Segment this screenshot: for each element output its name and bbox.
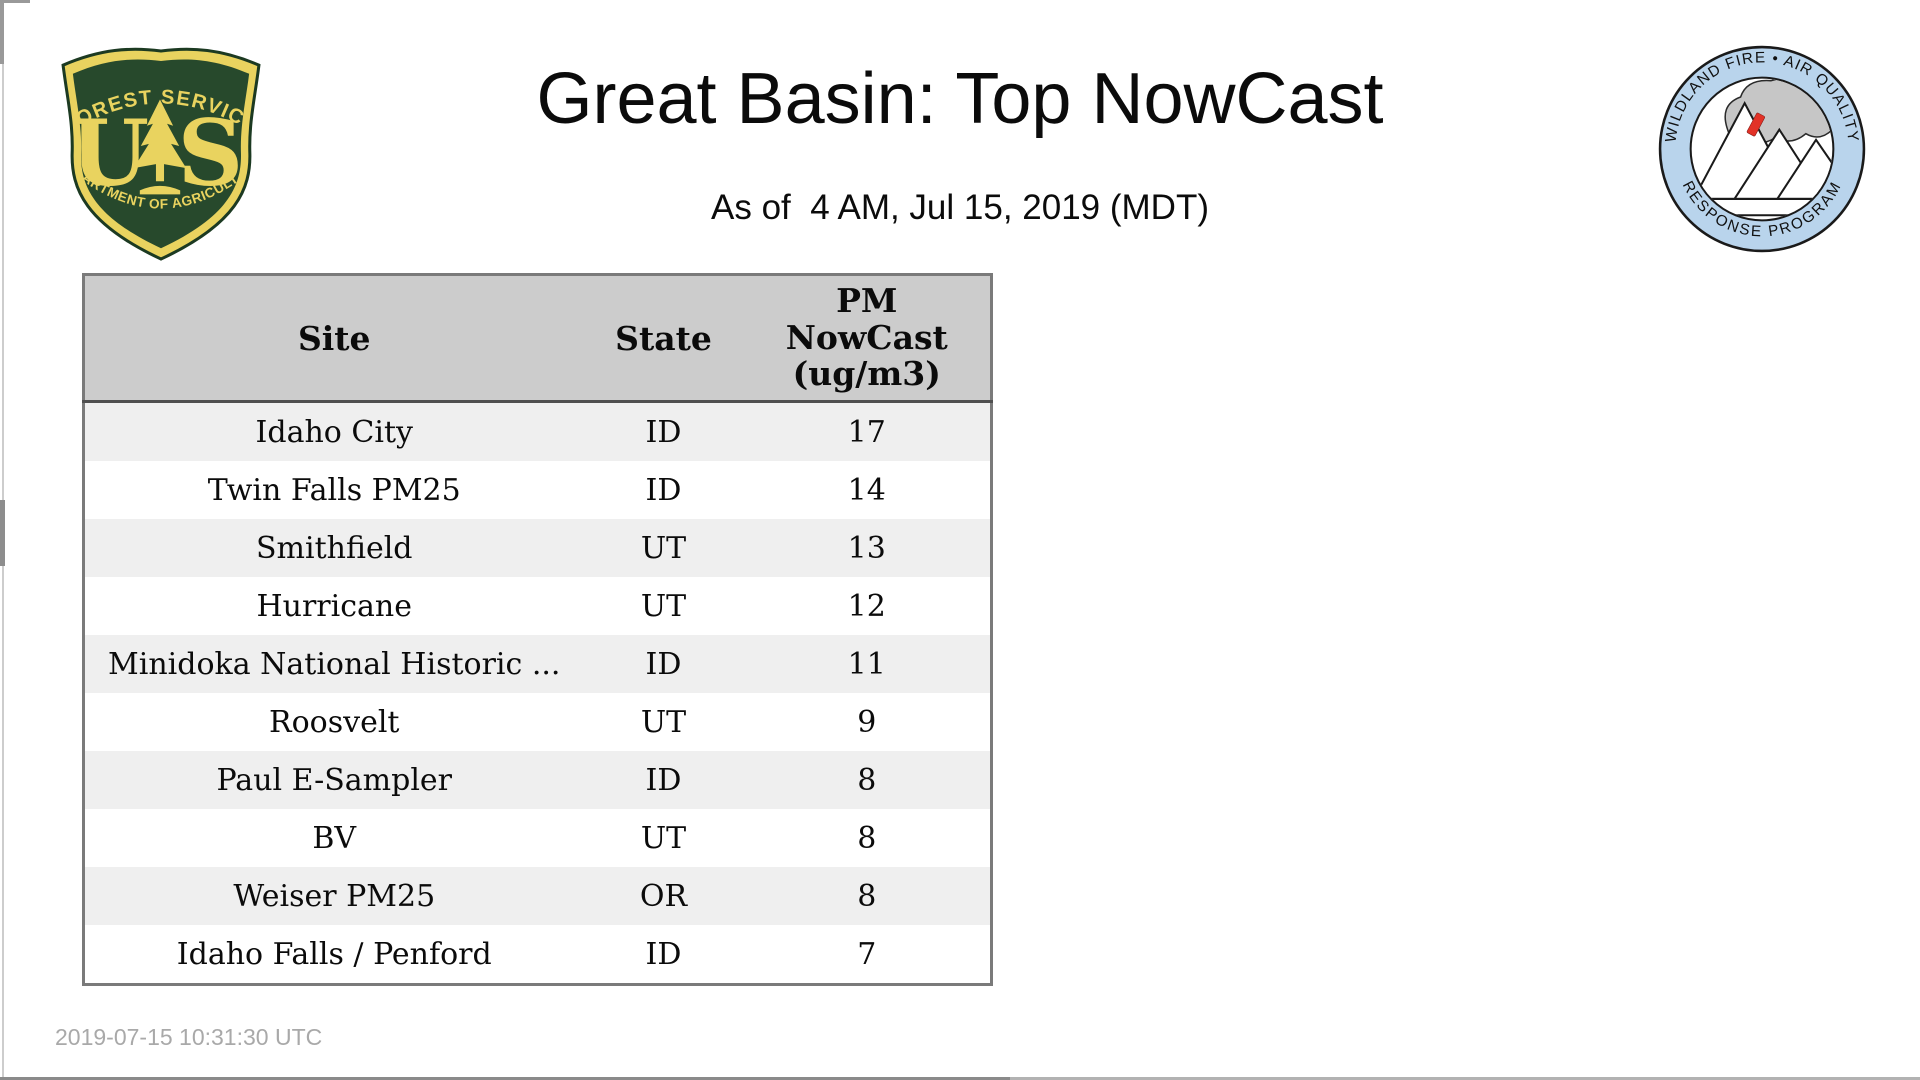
state-cell: ID: [645, 762, 682, 798]
value-cell: 7: [857, 936, 877, 972]
table-row: Idaho City ID 17: [83, 401, 992, 461]
state-cell: OR: [639, 878, 688, 914]
state-cell: ID: [645, 472, 682, 508]
column-header-site: Site: [83, 274, 584, 403]
page-subtitle: As of 4 AM, Jul 15, 2019 (MDT): [711, 188, 1209, 227]
site-cell: BV: [312, 820, 357, 856]
table-row: Hurricane UT 12: [83, 577, 992, 635]
column-header-pm-nowcast: PM NowCast (ug/m3): [743, 274, 992, 403]
table-row: Paul E-Sampler ID 8: [83, 751, 992, 809]
generated-timestamp: 2019-07-15 10:31:30 UTC: [55, 1024, 323, 1050]
table-row: Roosvelt UT 9: [83, 693, 992, 751]
forest-service-logo: FOREST SERVICE U S DEPARTMENT OF AGRICUL…: [55, 36, 261, 261]
value-cell: 8: [857, 762, 877, 798]
value-cell: 17: [847, 414, 886, 450]
table-row: Minidoka National Historic ... ID 11: [83, 635, 992, 693]
site-cell: Minidoka National Historic ...: [108, 646, 561, 682]
table-row: Smithfield UT 13: [83, 519, 992, 577]
column-header-state: State: [583, 274, 744, 403]
table-row: Idaho Falls / Penford ID 7: [83, 925, 992, 985]
fs-letter-u: U: [70, 100, 149, 206]
value-cell: 14: [847, 472, 886, 508]
site-cell: Smithfield: [255, 530, 413, 566]
site-cell: Hurricane: [256, 588, 413, 624]
state-cell: ID: [645, 646, 682, 682]
screen-edge-top-line: [0, 0, 30, 3]
table-row: Twin Falls PM25 ID 14: [83, 461, 992, 519]
site-cell: Roosvelt: [269, 704, 400, 740]
state-cell: UT: [640, 530, 687, 566]
value-cell: 8: [857, 878, 877, 914]
pine-tree-icon: [133, 99, 187, 195]
fs-letter-s: S: [178, 100, 244, 206]
state-cell: UT: [640, 704, 687, 740]
screen-edge-top-left-corner: [0, 0, 4, 64]
site-cell: Idaho Falls / Penford: [176, 936, 492, 972]
site-cell: Weiser PM25: [233, 878, 436, 914]
state-cell: UT: [640, 588, 687, 624]
screen-edge-bottom-line-left: [0, 1077, 1010, 1080]
value-cell: 11: [847, 646, 886, 682]
site-cell: Idaho City: [255, 414, 413, 450]
table-row: BV UT 8: [83, 809, 992, 867]
screen-edge-bottom-line-right: [1010, 1077, 1920, 1080]
wildland-fire-air-quality-badge: WILDLAND FIRE • AIR QUALITY RESPONSE PRO…: [1658, 45, 1866, 253]
table-row: Weiser PM25 OR 8: [83, 867, 992, 925]
value-cell: 12: [847, 588, 886, 624]
state-cell: UT: [640, 820, 687, 856]
screen-edge-left-mark: [0, 500, 5, 566]
state-cell: ID: [645, 936, 682, 972]
value-cell: 13: [847, 530, 886, 566]
nowcast-table: Site State PM NowCast (ug/m3) Idaho City…: [82, 273, 993, 986]
table-header-row: Site State PM NowCast (ug/m3): [83, 274, 992, 403]
fire-mark-icon: [1746, 112, 1765, 137]
page-title: Great Basin: Top NowCast: [536, 59, 1384, 139]
site-cell: Twin Falls PM25: [207, 472, 461, 508]
state-cell: ID: [645, 414, 682, 450]
value-cell: 9: [857, 704, 877, 740]
site-cell: Paul E-Sampler: [216, 762, 453, 798]
value-cell: 8: [857, 820, 877, 856]
